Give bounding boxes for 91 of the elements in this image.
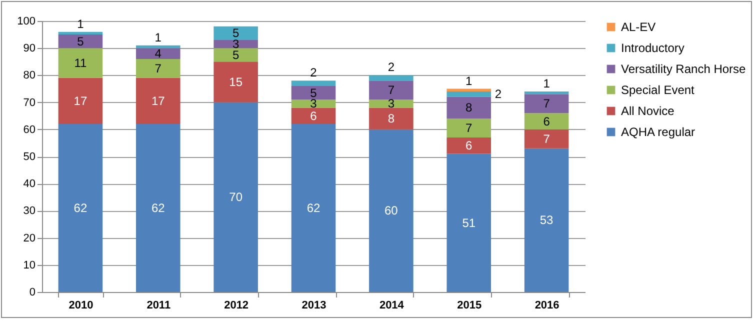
legend-label: AL-EV	[621, 20, 656, 34]
y-tick-label: 70	[23, 96, 36, 109]
data-label: 15	[229, 74, 243, 89]
x-tick-label: 2010	[68, 300, 94, 312]
y-tick-label: 40	[23, 178, 36, 190]
bar	[524, 94, 569, 114]
data-label: 7	[388, 83, 395, 98]
x-tick-label: 2012	[224, 300, 249, 312]
legend-label: Special Event	[621, 83, 696, 97]
data-label: 2	[388, 60, 395, 74]
x-tick-label: 2013	[302, 300, 326, 312]
data-label: 51	[462, 216, 476, 230]
data-label: 6	[543, 114, 550, 128]
bar	[524, 91, 569, 94]
data-label: 53	[540, 213, 554, 228]
bar	[58, 34, 103, 48]
bar	[369, 129, 414, 292]
bar	[369, 80, 414, 100]
data-label: 2	[310, 66, 318, 80]
y-tick-label: 10	[23, 259, 36, 272]
y-tick-label: 90	[23, 42, 36, 55]
data-label: 17	[151, 94, 166, 108]
y-tick-label: 60	[23, 124, 36, 136]
bar	[369, 108, 414, 130]
data-label: 2	[494, 87, 502, 102]
legend-label: Introductory	[621, 41, 684, 55]
bar	[136, 58, 180, 78]
bar	[291, 100, 336, 108]
x-tick-label: 2014	[379, 300, 405, 312]
bar	[136, 45, 180, 48]
x-tick-label: 2015	[457, 300, 482, 312]
bar	[446, 154, 492, 292]
data-label: 8	[388, 112, 395, 126]
data-label: 7	[543, 132, 550, 146]
data-label: 4	[154, 46, 162, 61]
y-tick-label: 50	[23, 151, 36, 163]
legend-label: All Novice	[621, 104, 675, 118]
data-label: 7	[543, 96, 550, 111]
data-label: 1	[77, 16, 84, 31]
bar	[446, 118, 492, 138]
data-label: 8	[466, 100, 473, 115]
bar	[214, 102, 258, 292]
y-tick-label: 30	[23, 205, 36, 218]
bar	[524, 113, 569, 130]
data-label: 5	[77, 34, 84, 48]
data-label: 62	[151, 200, 166, 215]
bar	[58, 78, 103, 124]
bar	[291, 108, 336, 124]
bar	[136, 48, 180, 59]
data-label: 3	[388, 96, 395, 111]
bar	[291, 124, 336, 292]
bar	[136, 78, 180, 124]
bar	[524, 148, 569, 292]
y-tick-label: 100	[17, 16, 36, 28]
bar	[446, 96, 492, 119]
data-label: 17	[74, 94, 88, 108]
data-label: 62	[74, 200, 88, 215]
bar	[446, 88, 492, 92]
data-label: 1	[154, 30, 162, 44]
y-tick-label: 20	[23, 232, 36, 244]
bar	[214, 40, 258, 48]
data-label: 60	[384, 204, 398, 218]
y-tick-label: 0	[29, 286, 36, 298]
bar	[291, 80, 336, 86]
data-label: 1	[466, 74, 473, 88]
bar	[446, 91, 492, 97]
bar	[58, 124, 103, 292]
x-tick-label: 2011	[146, 300, 171, 312]
legend-label: AQHA regular	[621, 125, 696, 139]
bar	[214, 26, 258, 40]
data-label: 11	[74, 56, 87, 70]
data-label: 6	[310, 108, 318, 123]
x-tick-label: 2016	[534, 300, 560, 312]
bar	[214, 48, 258, 62]
bar	[369, 100, 414, 108]
data-label: 62	[306, 200, 320, 215]
bar	[58, 48, 103, 78]
data-label: 7	[466, 121, 473, 136]
bar	[524, 129, 569, 148]
bar	[446, 138, 492, 154]
y-tick-label: 80	[23, 70, 36, 82]
bar	[291, 86, 336, 100]
data-label: 70	[229, 190, 243, 204]
data-label: 6	[466, 138, 473, 153]
data-label: 1	[543, 76, 550, 90]
bar	[58, 32, 103, 35]
bar	[369, 75, 414, 81]
legend-label: Versatility Ranch Horse	[621, 62, 746, 76]
data-label: 7	[154, 61, 162, 76]
bar	[136, 124, 180, 292]
bar	[214, 62, 258, 102]
